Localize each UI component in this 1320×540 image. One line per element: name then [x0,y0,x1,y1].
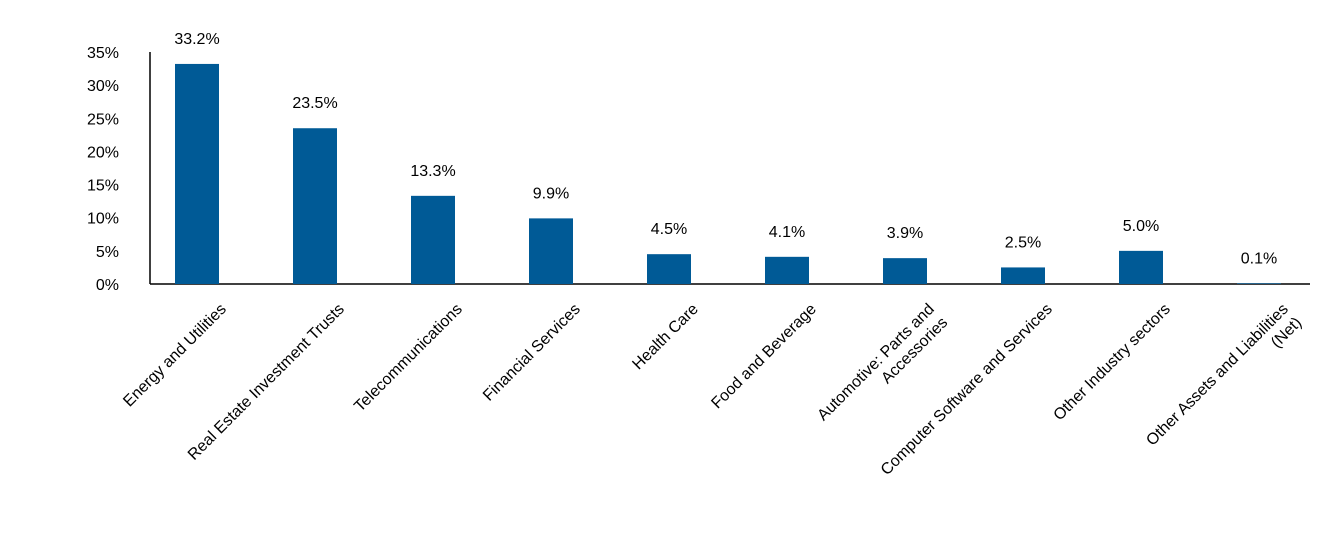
category-label-text: Health Care [629,301,701,373]
bar [1001,267,1045,284]
y-tick-label: 20% [87,144,119,161]
y-axis: 0% 5% 10% 15% 20% 25% 30% 35% [87,45,151,294]
y-tick-label: 35% [87,45,119,62]
y-tick-label: 0% [96,277,119,294]
bar [883,258,927,284]
category-label-text: Telecommunications [351,301,466,416]
data-label: 33.2% [174,31,219,48]
bar [765,256,809,284]
data-label: 3.9% [887,225,923,242]
category-label-line: Financial Services [480,301,584,405]
data-label: 5.0% [1123,218,1159,235]
category-label-text: Energy and Utilities [120,301,229,410]
category-label: Other Industry sectors [1051,301,1174,424]
y-tick-label: 30% [87,78,119,95]
category-label-text: Other Industry sectors [1051,301,1174,424]
data-label: 23.5% [292,95,337,112]
data-label: 4.5% [651,221,687,238]
category-label-line: Energy and Utilities [120,301,229,410]
y-tick-label: 10% [87,211,119,228]
data-label: 4.1% [769,224,805,241]
category-label-line: Other Assets and Liabilities [1143,301,1291,449]
category-label-line: Telecommunications [351,301,466,416]
category-label: Health Care [629,301,701,373]
category-label: Financial Services [480,301,584,405]
category-label: Food and Beverage [708,301,819,412]
data-label: 2.5% [1005,234,1041,251]
bar [411,195,455,284]
category-label: Telecommunications [351,301,466,416]
category-label-text: Food and Beverage [708,301,819,412]
data-label: 9.9% [533,185,569,202]
y-tick-label: 15% [87,178,119,195]
data-labels: 33.2% 23.5% 13.3% 9.9% 4.5% 4.1% 3.9% 2.5% 5.0% 0… [174,31,1277,267]
bar [293,128,337,284]
category-label: Energy and Utilities [120,301,229,410]
category-label-text: Financial Services [480,301,584,405]
bar-series [175,63,1281,284]
bar [175,63,219,284]
category-label-line: Automotive: Parts and [814,301,937,424]
bar [1237,283,1281,284]
y-tick-label: 25% [87,111,119,128]
category-label-line: Health Care [629,301,701,373]
bar [1119,250,1163,284]
bar [529,218,573,284]
category-label: Other Assets and Liabilities(Net) [1143,301,1305,463]
category-label-text: Other Assets and Liabilities(Net) [1143,301,1305,463]
category-label-line: Other Industry sectors [1051,301,1174,424]
data-label: 0.1% [1241,250,1277,267]
bar [647,254,691,284]
category-label-line: Food and Beverage [708,301,819,412]
y-tick-label: 5% [96,244,119,261]
data-label: 13.3% [410,163,455,180]
